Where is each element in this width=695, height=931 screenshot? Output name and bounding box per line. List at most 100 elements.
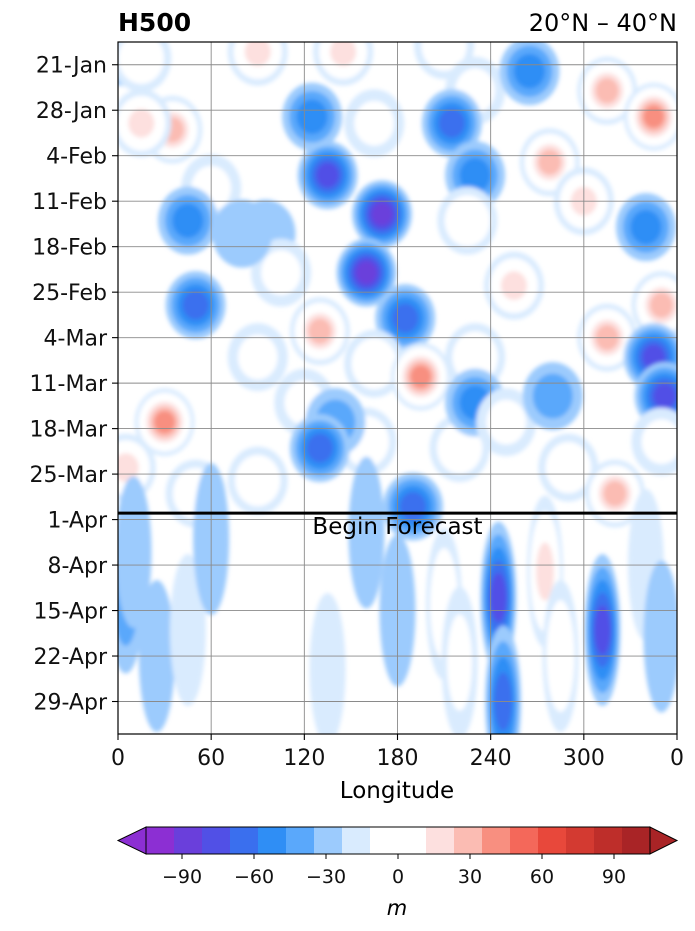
anomaly-level [128, 108, 155, 138]
anomaly-level [653, 383, 676, 409]
anomaly-level [410, 365, 432, 388]
y-tick-label: 29-Apr [33, 691, 107, 716]
colorbar-tick-label: 90 [602, 866, 626, 888]
anomaly-level [309, 593, 346, 734]
colorbar-swatch [594, 827, 623, 854]
anomaly-level [261, 250, 302, 296]
anomaly-blob-53 [212, 199, 273, 268]
chart-title-right: 20°N – 40°N [529, 9, 677, 37]
colorbar: −90 −60 −30 0 30 60 90 [116, 826, 679, 888]
anomaly-blob-5 [157, 186, 218, 255]
anomaly-level [444, 430, 476, 466]
anomaly-level [348, 456, 385, 609]
anomaly-blob-50 [538, 433, 599, 502]
colorbar-swatch [398, 827, 427, 854]
anomaly-blob-21 [483, 251, 544, 320]
colorbar-swatch [174, 827, 203, 854]
y-tick-label: 15-Apr [33, 600, 107, 625]
x-tick-label: 300 [563, 746, 605, 771]
colorbar-swatch [202, 827, 231, 854]
x-axis-label: Longitude [340, 778, 454, 804]
anomaly-level [603, 480, 627, 507]
y-tick-label: 1-Apr [47, 509, 107, 534]
anomaly-level [650, 292, 673, 318]
colorbar-tick-label: −60 [234, 866, 274, 888]
anomaly-level [330, 42, 357, 67]
y-tick-label: 18-Feb [32, 236, 107, 261]
anomaly-level [172, 203, 204, 238]
anomaly-blob-52 [631, 407, 677, 476]
anomaly-blob-69 [584, 554, 621, 707]
anomaly-blob-20 [437, 186, 498, 255]
anomaly-level [447, 614, 473, 711]
grid-lines [118, 42, 677, 734]
anomaly-blob-54 [118, 89, 172, 158]
colorbar-swatch [482, 827, 511, 854]
anomaly-level [532, 373, 573, 419]
anomaly-blob-48 [227, 446, 288, 515]
anomaly-blob-28 [631, 271, 677, 340]
anomaly-blob-3 [227, 42, 288, 86]
anomaly-blob-64 [441, 586, 478, 734]
anomaly-blob-12 [336, 238, 397, 307]
colorbar-tick-label: 30 [458, 866, 482, 888]
anomaly-blob-45 [134, 388, 195, 457]
colorbar-swatch [510, 827, 539, 854]
anomaly-blob-32 [289, 297, 350, 366]
y-axis: 21-Jan 28-Jan 4-Feb 11-Feb 18-Feb 25-Feb 4-Mar… [30, 54, 118, 716]
x-tick-label: 0 [111, 746, 125, 771]
y-tick-label: 18-Mar [30, 418, 108, 443]
colorbar-tick-label: 60 [530, 866, 554, 888]
anomaly-level [428, 42, 460, 63]
colorbar-swatch [622, 827, 651, 854]
plot-area [118, 42, 677, 734]
anomaly-level [308, 318, 332, 344]
anomaly-blob-8 [251, 238, 312, 307]
anomaly-level [356, 261, 377, 284]
anomaly-blob-61 [348, 456, 385, 609]
anomaly-level [513, 53, 546, 89]
anomaly-blob-41 [289, 414, 350, 483]
colorbar-swatch [566, 827, 595, 854]
colorbar-tick-label: −30 [306, 866, 346, 888]
colorbar-tick-label: 0 [392, 866, 404, 888]
anomaly-blob-9 [282, 82, 343, 151]
anomaly-level [212, 199, 273, 268]
anomaly-level [490, 572, 507, 623]
anomaly-level [118, 453, 139, 482]
y-tick-label: 25-Feb [32, 281, 107, 306]
anomaly-level [169, 554, 206, 707]
chart-title-left: H500 [118, 8, 191, 37]
x-tick-label: 120 [283, 746, 325, 771]
anomaly-level [354, 100, 395, 146]
forecast-label: Begin Forecast [312, 514, 482, 540]
anomaly-level [500, 271, 527, 301]
colorbar-swatch [230, 827, 259, 854]
anomaly-level [594, 605, 611, 655]
anomaly-blob-60 [309, 593, 346, 734]
anomaly-blob-24 [499, 42, 560, 106]
anomaly-blob-6 [165, 271, 226, 340]
anomaly-level [459, 157, 491, 193]
anomaly-blob-18 [421, 89, 482, 158]
anomaly-level [242, 463, 274, 498]
y-tick-label: 28-Jan [36, 99, 107, 124]
anomaly-level [643, 105, 665, 129]
y-tick-label: 4-Feb [46, 145, 107, 170]
anomaly-blob-30 [623, 323, 677, 392]
anomaly-blob-26 [623, 82, 677, 151]
anomaly-blob-27 [615, 193, 676, 262]
anomaly-level [486, 399, 527, 445]
anomaly-level [244, 42, 271, 67]
anomaly-field [118, 42, 677, 734]
colorbar-swatch [146, 827, 175, 854]
y-tick-label: 11-Mar [30, 372, 108, 397]
anomaly-blob-16 [414, 42, 475, 80]
colorbar-swatch [538, 827, 567, 854]
y-tick-label: 11-Feb [32, 190, 107, 215]
colorbar-extend-high [649, 826, 679, 855]
colorbar-swatch [286, 827, 315, 854]
anomaly-level [182, 290, 209, 320]
anomaly-blob-10 [297, 141, 358, 210]
